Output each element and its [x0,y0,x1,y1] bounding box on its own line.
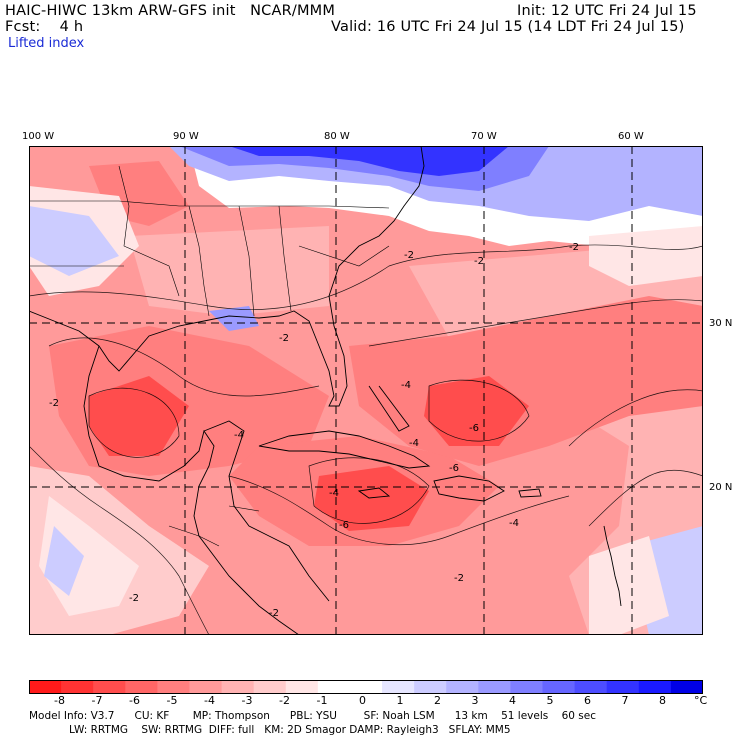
colorbar-swatch [93,680,126,694]
colorbar-swatch [574,680,608,694]
coast-central-america [203,420,330,602]
contour-label: -4 [234,430,244,441]
colorbar-tick-label: 2 [434,694,441,707]
contour-label: -2 [49,398,59,409]
colorbar-swatch [285,680,319,694]
model-title: HAIC-HIWC 13km ARW-GFS init NCAR/MMM [5,3,336,19]
field-region-red-gulf-core [89,376,189,456]
colorbar-tick-label: -5 [166,694,178,707]
field-region-pink-ne-atl [589,226,703,286]
colorbar-tick-label: -2 [279,694,290,707]
coast-gulf-us [29,146,425,407]
valid-time: Valid: 16 UTC Fri 24 Jul 15 (14 LDT Fri … [331,19,685,35]
colorbar-swatch [670,680,703,694]
colorbar-swatch [414,680,447,694]
colorbar-tick-label: 4 [509,694,516,707]
contour-label: -2 [474,256,484,267]
colorbar-tick-label: 3 [471,694,479,707]
colorbar-swatch [638,680,672,694]
colorbar-tick-label: 0 [359,694,366,707]
colorbar-tick-label: 7 [621,694,629,707]
map-frame [29,146,703,635]
colorbar-tick-label: 1 [396,694,404,707]
lon-label-70w: 70 W [471,131,497,142]
colorbar-tick-label: 5 [546,694,554,707]
colorbar-swatch [606,680,640,694]
political-borders [29,165,390,547]
coast-bahamas [368,385,410,432]
lon-label-60w: 60 W [618,131,644,142]
field-region-light-caribbean-east [589,536,669,635]
coast-hispaniola [433,475,505,502]
colorbar-swatch [253,680,287,694]
init-time: Init: 12 UTC Fri 24 Jul 15 [517,3,697,19]
lat-label-20n: 20 N [709,482,733,493]
colorbar-swatch [317,680,351,694]
contour-labels: -2 -2 -2 -2 -2 -4 -4 -4 -4 -4 -6 -6 -6 -… [49,242,579,619]
coast-lesser-antilles [603,525,622,607]
colorbar [29,680,703,694]
colorbar-swatch [542,680,576,694]
colorbar-swatch [478,680,511,694]
field-region-red-atlantic-core [424,376,529,446]
coast-puerto-rico [518,488,542,498]
contour-label: -4 [401,380,411,391]
colorbar-tick-label: -8 [54,694,65,707]
contour-label: -2 [569,242,579,253]
contour-label: -4 [509,518,519,529]
coast-cuba [258,430,431,469]
model-info-line-2: LW: RRTMG SW: RRTMG DIFF: full KM: 2D Sm… [29,724,511,736]
contours [29,244,703,635]
colorbar-swatch [29,680,62,694]
lon-label-80w: 80 W [324,131,350,142]
field-region-blue-mexico [44,526,84,596]
colorbar-swatch [221,680,255,694]
lon-label-100w: 100 W [22,131,55,142]
field-region-blue-north-core [229,146,509,176]
contour-label: -4 [409,438,419,449]
contour-label: -6 [339,520,349,531]
colorbar-unit: °C [694,694,708,707]
colorbar-tick-label: -3 [241,694,253,707]
contour-label: -6 [449,463,459,474]
contour-label: -2 [269,608,279,619]
colorbar-swatch [510,680,544,694]
coast-mexico [83,345,300,635]
contour-label: -2 [404,250,414,261]
model-info-line-1: Model Info: V3.7 CU: KF MP: Thompson PBL… [29,710,596,722]
colorbar-swatch [382,680,415,694]
contour-label: -2 [129,593,139,604]
lon-label-90w: 90 W [173,131,199,142]
field-region-blue-florida [209,306,259,331]
lat-lon-grid [29,146,703,635]
colorbar-swatch [157,680,190,694]
colorbar-tick-label: -6 [129,694,140,707]
colorbar-tick-label: 8 [659,694,666,707]
colorbar-swatch [61,680,94,694]
colorbar-tick-label: 6 [584,694,591,707]
field-name: Lifted index [8,36,85,51]
contour-label: -2 [279,333,289,344]
lat-label-30n: 30 N [709,318,733,329]
lifted-index-map: -2 -2 -2 -2 -2 -4 -4 -4 -4 -4 -6 -6 -6 -… [29,146,703,635]
colorbar-tick-label: -7 [91,694,103,707]
colorbar-tick-label: -1 [316,694,328,707]
contour-label: -6 [469,423,479,434]
field-region-light-gulf-north [129,226,329,316]
colorbar-frame [29,680,703,694]
coastlines [29,146,622,635]
coast-jamaica [357,487,391,499]
field-region-blue-west-2 [29,206,119,276]
contour-label: -2 [454,573,464,584]
colorbar-swatch [189,680,223,694]
colorbar-swatch [125,680,158,694]
colorbar-swatch [349,680,383,694]
forecast-hour: Fcst: 4 h [5,19,84,35]
colorbar-swatch [446,680,479,694]
contour-label: -4 [329,488,339,499]
colorbar-tick-label: -4 [204,694,215,707]
